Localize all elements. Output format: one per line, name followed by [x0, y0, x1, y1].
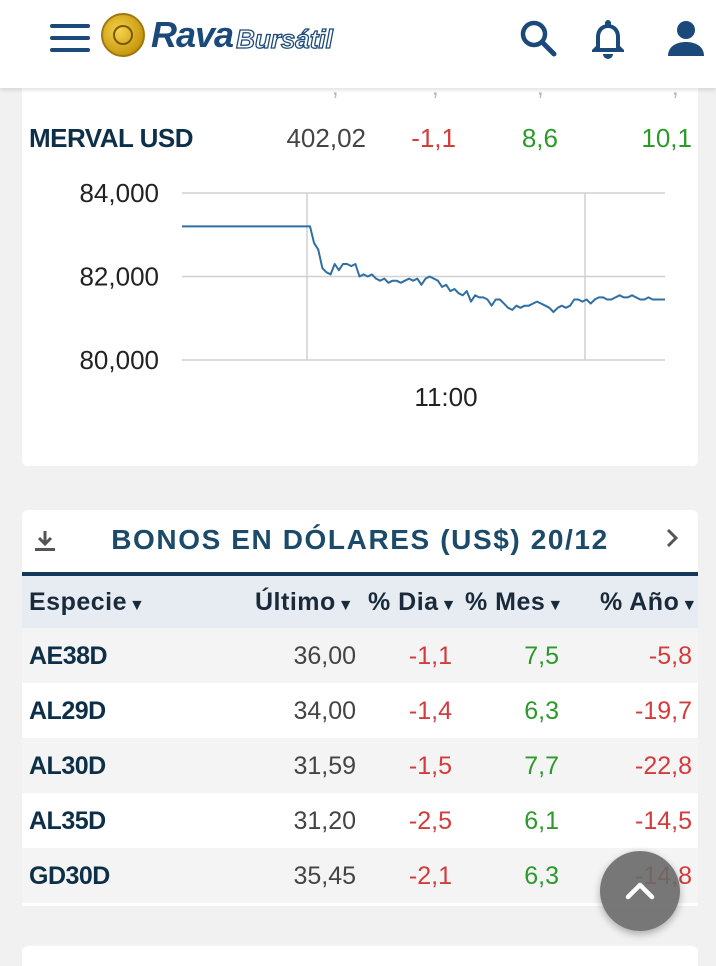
y-tick-label: 82,000	[79, 262, 159, 292]
partial-cell: ,	[537, 86, 544, 101]
bond-year: -19,7	[635, 697, 692, 725]
y-tick-label: 80,000	[79, 345, 159, 375]
bond-month: 7,5	[524, 642, 559, 670]
logo-main-text: Rava	[151, 14, 234, 55]
table-row[interactable]: AL35D 31,20 -2,5 6,1 -14,5	[22, 793, 698, 848]
column-mes[interactable]: % Mes ▼	[465, 588, 564, 617]
logo-coin-icon	[101, 13, 145, 57]
logo[interactable]: Rava Bursátil	[101, 12, 334, 58]
column-label: % Mes	[465, 588, 546, 616]
bond-name[interactable]: AE38D	[29, 642, 108, 670]
column-dia[interactable]: % Dia ▼	[368, 588, 457, 617]
bonds-card: BONOS EN DÓLARES (US$) 20/12 Especie ▼ Úl…	[22, 510, 698, 906]
chevron-right-icon[interactable]	[660, 524, 684, 552]
user-icon[interactable]	[664, 16, 708, 60]
bond-name[interactable]: AL29D	[29, 697, 106, 725]
table-row[interactable]: GD30D 35,45 -2,1 6,3 -14,8	[22, 848, 698, 903]
column-anio[interactable]: % Año ▼	[600, 588, 698, 617]
series-line	[182, 225, 665, 313]
bond-last: 31,59	[293, 752, 356, 780]
bond-year: -14,5	[635, 807, 692, 835]
bell-icon[interactable]	[586, 16, 630, 60]
bond-year: -5,8	[648, 642, 692, 670]
bond-day: -2,1	[408, 862, 452, 890]
table-header: Especie ▼ Último ▼ % Dia ▼ % Mes ▼ % Año ▼	[22, 576, 698, 628]
intraday-chart: 84,000 82,000 80,000 11:00	[22, 168, 698, 418]
bond-month: 6,3	[524, 697, 559, 725]
index-card: MERVAL USD 402,02 -1,1 8,6 10,1 84,000 82…	[22, 110, 698, 466]
bond-last: 31,20	[293, 807, 356, 835]
bond-day: -1,5	[408, 752, 452, 780]
table-row[interactable]: AL30D 31,59 -1,5 7,7 -22,8	[22, 738, 698, 793]
column-ultimo[interactable]: Último ▼	[255, 588, 354, 617]
chevron-up-icon	[625, 882, 655, 900]
bonds-table-body: AE38D 36,00 -1,1 7,5 -5,8 AL29D 34,00 -1…	[22, 628, 698, 903]
bonds-title: BONOS EN DÓLARES (US$) 20/12	[111, 524, 609, 555]
bond-name[interactable]: AL35D	[29, 807, 106, 835]
index-year-change: 10,1	[641, 123, 692, 153]
logo-sub-text: Bursátil	[235, 23, 333, 54]
download-icon[interactable]	[32, 528, 58, 554]
column-label: % Dia	[368, 588, 439, 616]
top-app-bar: Rava Bursátil	[0, 0, 716, 88]
table-row[interactable]: AL29D 34,00 -1,4 6,3 -19,7	[22, 683, 698, 738]
sort-arrow-icon: ▼	[681, 597, 698, 614]
bond-month: 6,1	[524, 807, 559, 835]
bond-last: 36,00	[293, 642, 356, 670]
header-divider	[22, 572, 698, 576]
bond-name[interactable]: AL30D	[29, 752, 106, 780]
sort-arrow-icon: ▼	[129, 597, 146, 614]
bond-name[interactable]: GD30D	[29, 862, 110, 890]
scroll-to-top-button[interactable]	[600, 851, 680, 931]
bonds-card-header: BONOS EN DÓLARES (US$) 20/12	[22, 510, 698, 572]
bond-month: 6,3	[524, 862, 559, 890]
x-tick-label: 11:00	[414, 382, 477, 412]
partial-cell: ,	[672, 86, 679, 101]
chart-svg: 84,000 82,000 80,000 11:00	[79, 178, 665, 412]
column-especie[interactable]: Especie ▼	[29, 588, 145, 617]
bond-last: 34,00	[293, 697, 356, 725]
sort-arrow-icon: ▼	[547, 597, 564, 614]
search-icon[interactable]	[516, 16, 560, 60]
bond-day: -1,4	[408, 697, 452, 725]
sort-arrow-icon: ▼	[337, 597, 355, 614]
column-label: Especie	[29, 588, 128, 616]
column-label: % Año	[600, 588, 680, 616]
index-row[interactable]: MERVAL USD 402,02 -1,1 8,6 10,1	[22, 110, 698, 168]
sort-arrow-icon: ▼	[440, 597, 457, 614]
partial-row-above: , , , ,	[22, 86, 698, 110]
index-day-change: -1,1	[411, 123, 456, 153]
partial-cell: ,	[332, 86, 339, 101]
index-month-change: 8,6	[521, 123, 558, 153]
index-name[interactable]: MERVAL USD	[29, 123, 194, 153]
column-label: Último	[255, 588, 336, 616]
bond-day: -2,5	[408, 807, 452, 835]
table-row[interactable]: AE38D 36,00 -1,1 7,5 -5,8	[22, 628, 698, 683]
y-tick-label: 84,000	[79, 178, 159, 208]
bond-month: 7,7	[524, 752, 559, 780]
bond-last: 35,45	[293, 862, 356, 890]
index-last-price: 402,02	[286, 123, 366, 153]
bond-day: -1,1	[408, 642, 452, 670]
menu-icon[interactable]	[50, 24, 90, 52]
bond-year: -22,8	[635, 752, 692, 780]
partial-cell: ,	[432, 86, 439, 101]
next-card	[22, 946, 698, 966]
